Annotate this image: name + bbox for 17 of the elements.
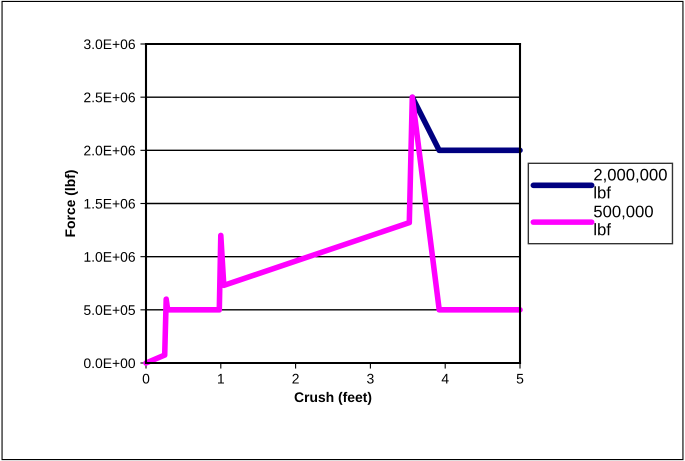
y-tick-label: 1.0E+06 [84,252,135,262]
y-tick-label: 2.5E+06 [84,92,135,102]
x-tick-label: 4 [442,374,449,384]
x-tick-label: 0 [142,374,150,384]
y-axis-title: Force (lbf) [64,170,78,237]
y-tick-label: 5.0E+05 [84,305,136,316]
x-tick-label: 1 [218,374,224,384]
x-tick-label: 5 [516,374,524,384]
legend-label: 500,000 lbf [594,206,653,236]
y-tick-label: 0.0E+00 [84,358,136,368]
x-tick-label: 2 [292,374,299,384]
x-tick-label: 3 [367,374,374,384]
x-axis-title: Crush (feet) [294,392,372,405]
y-tick-label: 1.5E+06 [84,198,135,209]
legend-label: 2,000,000 lbf [594,168,667,199]
y-tick-label: 2.0E+06 [84,146,135,156]
y-tick-label: 3.0E+06 [84,39,135,50]
